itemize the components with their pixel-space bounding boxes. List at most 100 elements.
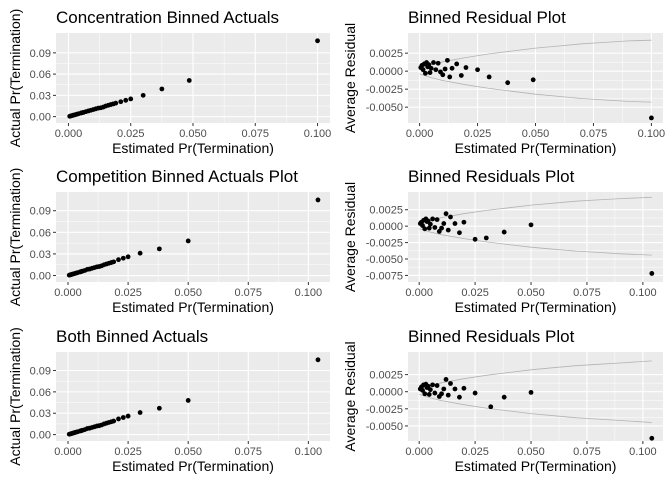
x-tick-label: 0.050	[179, 128, 207, 140]
data-point	[156, 405, 162, 411]
x-tick-label: 0.100	[304, 128, 332, 140]
data-point	[445, 57, 450, 63]
y-tick-label: 0.0025	[369, 370, 403, 382]
data-point	[422, 391, 428, 397]
data-point	[649, 115, 654, 121]
y-tick-label: 0.00	[30, 112, 51, 124]
x-tick-label: 0.000	[54, 287, 82, 299]
data-point	[120, 255, 126, 261]
data-point	[452, 386, 458, 392]
y-tick-label: 0.09	[30, 206, 51, 218]
data-point	[439, 391, 444, 397]
x-tick-label: 0.025	[114, 446, 142, 458]
data-point	[428, 65, 434, 71]
y-axis-label: Average Residual	[342, 341, 358, 451]
data-point	[443, 376, 449, 382]
data-point	[461, 385, 467, 391]
data-point	[475, 67, 480, 73]
data-point	[159, 86, 165, 92]
data-point	[420, 387, 425, 393]
band-lower-line	[419, 394, 652, 423]
data-point	[454, 61, 460, 67]
chart-panel-1: 0.000 0.025 0.050 0.075 0.100 0.00 0.03 0.06 0.0…	[7, 8, 331, 156]
band-lower-line	[419, 73, 652, 103]
chart-title: Competition Binned Actuals Plot	[56, 167, 298, 186]
data-point	[185, 238, 191, 244]
y-tick-label: -0.0025	[366, 84, 403, 96]
data-point	[439, 225, 444, 231]
data-point	[426, 225, 432, 231]
data-point	[123, 97, 129, 103]
x-tick-label: 0.025	[464, 128, 492, 140]
data-point	[472, 236, 478, 242]
x-tick-label: 0.050	[517, 446, 545, 458]
data-point	[528, 389, 534, 395]
x-axis-label: Estimated Pr(Termination)	[112, 140, 274, 156]
data-point	[440, 72, 446, 78]
y-tick-label: -0.0025	[366, 238, 403, 250]
data-point	[433, 67, 439, 73]
data-point	[125, 254, 131, 260]
data-point	[486, 74, 492, 80]
x-tick-label: 0.025	[461, 287, 489, 299]
band-lower-line	[419, 228, 652, 256]
y-tick-label: 0.03	[30, 408, 51, 420]
chart-title: Concentration Binned Actuals	[56, 8, 279, 27]
data-point	[457, 394, 462, 400]
y-tick-label: 0.0000	[369, 66, 403, 78]
data-point	[457, 230, 462, 236]
y-tick-label: 0.06	[30, 227, 51, 239]
chart-title: Binned Residual Plot	[408, 8, 566, 27]
x-tick-label: 0.050	[174, 287, 202, 299]
data-point	[435, 60, 441, 66]
data-point	[430, 382, 436, 388]
data-point	[125, 413, 131, 419]
data-point	[432, 225, 438, 230]
x-tick-label: 0.075	[573, 446, 601, 458]
data-point	[137, 250, 143, 256]
x-tick-label: 0.000	[55, 128, 83, 140]
data-point	[528, 222, 534, 228]
x-tick-label: 0.000	[54, 446, 82, 458]
data-point	[186, 78, 192, 83]
data-point	[111, 259, 117, 265]
x-tick-label: 0.025	[461, 446, 489, 458]
data-point	[425, 383, 431, 389]
x-tick-label: 0.075	[573, 287, 601, 299]
x-tick-label: 0.050	[174, 446, 202, 458]
chart-panel-2: 0.000 0.025 0.050 0.075 0.100 0.0025 0.0000 -0.…	[342, 8, 665, 156]
data-point	[447, 74, 453, 80]
x-tick-label: 0.000	[405, 287, 433, 299]
chart-panel-4: 0.000 0.025 0.050 0.075 0.100 0.0025 0.0000 -0.…	[342, 167, 663, 315]
y-tick-label: 0.03	[30, 249, 51, 261]
x-tick-label: 0.100	[295, 446, 323, 458]
data-point	[452, 221, 458, 226]
x-axis-label: Estimated Pr(Termination)	[455, 458, 617, 474]
data-point	[427, 70, 433, 75]
y-tick-label: 0.0025	[369, 205, 403, 217]
data-point	[120, 415, 126, 420]
x-tick-label: 0.050	[522, 128, 550, 140]
data-point	[118, 99, 124, 105]
x-tick-label: 0.075	[242, 128, 270, 140]
y-axis-label: Actual Pr(Termination)	[7, 327, 23, 466]
data-point	[445, 392, 451, 398]
data-point	[434, 217, 440, 222]
data-point	[461, 219, 467, 225]
data-point	[116, 257, 121, 263]
data-point	[426, 392, 432, 397]
y-tick-label: 0.09	[30, 48, 51, 60]
data-point	[448, 381, 453, 386]
x-axis-label: Estimated Pr(Termination)	[455, 299, 617, 315]
x-tick-label: 0.000	[405, 446, 433, 458]
data-point	[488, 404, 494, 410]
data-point	[426, 62, 432, 68]
x-tick-label: 0.025	[114, 287, 142, 299]
data-point	[649, 271, 655, 276]
chart-title: Binned Residuals Plot	[408, 327, 575, 346]
chart-panel-6: 0.000 0.025 0.050 0.075 0.100 0.0025 0.0000 -0.…	[342, 327, 663, 474]
data-point	[156, 246, 162, 252]
data-point	[113, 100, 119, 106]
x-tick-label: 0.100	[629, 446, 657, 458]
data-point	[140, 92, 146, 98]
